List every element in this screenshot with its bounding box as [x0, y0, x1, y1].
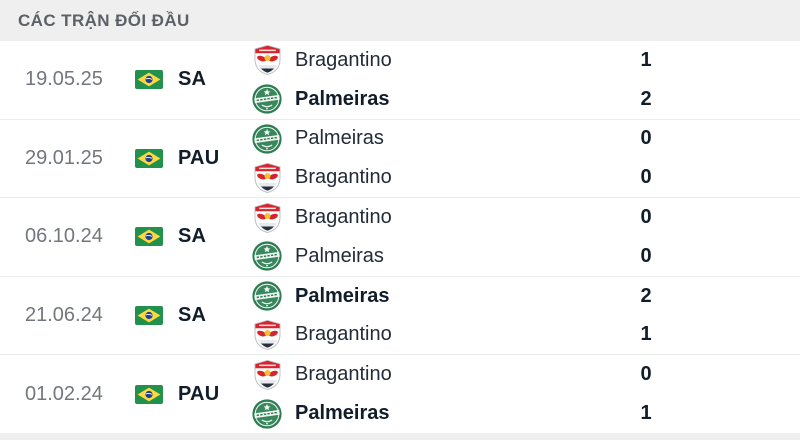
- team-name: Bragantino: [295, 48, 392, 71]
- team-score: 2: [640, 87, 652, 110]
- brazil-flag-icon: [135, 70, 163, 90]
- competition-code: PAU: [178, 382, 220, 405]
- team-line: Palmeiras 1: [252, 394, 800, 433]
- match-row[interactable]: 06.10.24 SA Bragantino 0: [0, 198, 800, 277]
- bottom-divider: [0, 433, 800, 440]
- brazil-flag-icon: [135, 306, 163, 326]
- bragantino-logo-icon: [252, 162, 282, 193]
- team-line: Palmeiras 0: [252, 237, 800, 276]
- team-score: 0: [640, 206, 652, 229]
- team-line: Bragantino 1: [252, 316, 800, 355]
- match-row[interactable]: 01.02.24 PAU Bragantino 0: [0, 355, 800, 433]
- match-list: 19.05.25 SA Bragantino 1: [0, 41, 800, 433]
- competition-code: PAU: [178, 146, 220, 169]
- palmeiras-logo-icon: [252, 398, 282, 429]
- competition-code: SA: [178, 304, 207, 327]
- brazil-flag-icon: [135, 148, 163, 168]
- palmeiras-logo-icon: [252, 281, 282, 311]
- match-row[interactable]: 21.06.24 SA Palmeiras 2: [0, 276, 800, 356]
- team-line: Bragantino 1: [252, 41, 800, 80]
- team-lines: Palmeiras 2 Bragantino 1: [252, 277, 800, 355]
- bragantino-logo-icon: [252, 45, 282, 76]
- section-header: CÁC TRẬN ĐỐI ĐẦU: [0, 0, 800, 41]
- team-name: Bragantino: [295, 206, 392, 229]
- team-lines: Bragantino 0 Palmeiras 0: [252, 198, 800, 276]
- section-title: CÁC TRẬN ĐỐI ĐẦU: [18, 10, 190, 30]
- team-score: 0: [640, 127, 652, 150]
- team-line: Bragantino 0: [252, 158, 800, 197]
- brazil-flag-icon: [135, 227, 163, 247]
- bragantino-logo-icon: [252, 319, 282, 350]
- match-row[interactable]: 19.05.25 SA Bragantino 1: [0, 41, 800, 120]
- team-name: Bragantino: [295, 363, 392, 386]
- team-score: 0: [640, 166, 652, 189]
- team-score: 0: [640, 363, 652, 386]
- team-score: 1: [640, 48, 652, 71]
- team-line: Palmeiras 0: [252, 120, 800, 159]
- team-name: Palmeiras: [295, 402, 390, 425]
- team-line: Bragantino 0: [252, 355, 800, 394]
- team-name: Bragantino: [295, 166, 392, 189]
- competition-code: SA: [178, 225, 207, 248]
- team-line: Bragantino 0: [252, 198, 800, 237]
- palmeiras-logo-icon: [252, 84, 282, 114]
- match-date: 06.10.24: [25, 225, 103, 248]
- match-date: 01.02.24: [25, 382, 103, 405]
- team-lines: Bragantino 1 Palmeiras 2: [252, 41, 800, 119]
- bragantino-logo-icon: [252, 202, 282, 233]
- team-name: Palmeiras: [295, 87, 390, 110]
- team-score: 0: [640, 244, 652, 267]
- team-line: Palmeiras 2: [252, 277, 800, 316]
- brazil-flag-icon: [135, 384, 163, 404]
- match-date: 29.01.25: [25, 146, 103, 169]
- competition-code: SA: [178, 68, 207, 91]
- match-row[interactable]: 29.01.25 PAU Palmeiras 0: [0, 119, 800, 199]
- team-lines: Bragantino 0 Palmeiras 1: [252, 355, 800, 433]
- team-lines: Palmeiras 0 Bragantino 0: [252, 120, 800, 198]
- team-name: Palmeiras: [295, 244, 384, 267]
- team-score: 2: [640, 284, 652, 307]
- palmeiras-logo-icon: [252, 241, 282, 271]
- team-name: Palmeiras: [295, 127, 384, 150]
- bragantino-logo-icon: [252, 359, 282, 390]
- match-date: 19.05.25: [25, 68, 103, 91]
- team-line: Palmeiras 2: [252, 80, 800, 119]
- team-name: Palmeiras: [295, 284, 390, 307]
- match-date: 21.06.24: [25, 304, 103, 327]
- team-score: 1: [640, 402, 652, 425]
- team-score: 1: [640, 323, 652, 346]
- palmeiras-logo-icon: [252, 124, 282, 154]
- team-name: Bragantino: [295, 323, 392, 346]
